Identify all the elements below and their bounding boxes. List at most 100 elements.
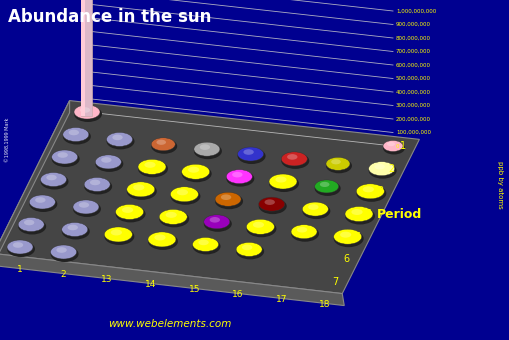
Ellipse shape xyxy=(374,164,384,169)
Ellipse shape xyxy=(192,237,218,251)
Ellipse shape xyxy=(209,217,219,223)
Ellipse shape xyxy=(275,176,286,183)
Ellipse shape xyxy=(344,206,372,221)
Ellipse shape xyxy=(236,242,262,256)
Ellipse shape xyxy=(200,144,210,150)
Text: 600,000,000: 600,000,000 xyxy=(395,63,430,68)
Text: 1,000,000,000: 1,000,000,000 xyxy=(395,8,435,14)
Ellipse shape xyxy=(13,242,23,248)
Ellipse shape xyxy=(287,154,297,160)
Ellipse shape xyxy=(51,150,77,164)
Text: 700,000,000: 700,000,000 xyxy=(395,49,430,54)
Ellipse shape xyxy=(333,229,361,244)
Ellipse shape xyxy=(330,159,340,164)
Ellipse shape xyxy=(106,132,132,147)
Ellipse shape xyxy=(170,187,198,202)
Ellipse shape xyxy=(215,193,243,209)
Ellipse shape xyxy=(291,225,317,239)
Ellipse shape xyxy=(127,182,155,197)
Text: 1: 1 xyxy=(399,141,405,151)
Ellipse shape xyxy=(79,107,90,113)
Ellipse shape xyxy=(104,228,134,245)
Ellipse shape xyxy=(46,175,56,180)
Ellipse shape xyxy=(368,163,396,178)
Ellipse shape xyxy=(192,238,220,254)
Ellipse shape xyxy=(95,156,123,172)
Ellipse shape xyxy=(215,192,241,206)
Ellipse shape xyxy=(264,199,274,205)
Ellipse shape xyxy=(296,227,306,233)
Ellipse shape xyxy=(63,128,89,141)
Ellipse shape xyxy=(307,204,318,210)
Ellipse shape xyxy=(281,152,307,166)
Ellipse shape xyxy=(226,171,254,187)
Ellipse shape xyxy=(237,148,265,164)
Ellipse shape xyxy=(90,180,100,185)
Ellipse shape xyxy=(30,195,55,209)
Ellipse shape xyxy=(333,230,363,247)
Text: Period: Period xyxy=(376,207,421,221)
Ellipse shape xyxy=(252,222,264,228)
Text: 400,000,000: 400,000,000 xyxy=(395,89,430,95)
Ellipse shape xyxy=(151,138,175,151)
Text: 1: 1 xyxy=(17,265,23,274)
Ellipse shape xyxy=(368,162,394,176)
Ellipse shape xyxy=(63,129,91,144)
Ellipse shape xyxy=(69,130,79,135)
Bar xyxy=(81,0,92,116)
Ellipse shape xyxy=(7,241,35,257)
Text: 3: 3 xyxy=(377,186,383,196)
Ellipse shape xyxy=(226,170,252,184)
Text: 2: 2 xyxy=(61,270,66,279)
Ellipse shape xyxy=(314,180,338,193)
Ellipse shape xyxy=(246,220,276,237)
Polygon shape xyxy=(0,101,418,293)
Ellipse shape xyxy=(116,205,145,222)
Ellipse shape xyxy=(67,225,78,230)
Ellipse shape xyxy=(74,105,100,119)
Ellipse shape xyxy=(116,204,144,219)
Ellipse shape xyxy=(165,212,177,218)
Ellipse shape xyxy=(78,202,89,208)
Ellipse shape xyxy=(181,165,211,182)
Ellipse shape xyxy=(62,223,90,239)
Ellipse shape xyxy=(56,247,67,253)
Ellipse shape xyxy=(204,215,230,229)
Text: ppb by atoms: ppb by atoms xyxy=(496,161,502,209)
Ellipse shape xyxy=(62,222,88,237)
Ellipse shape xyxy=(246,219,274,234)
Ellipse shape xyxy=(7,240,33,254)
Text: 800,000,000: 800,000,000 xyxy=(395,35,430,40)
Text: 5: 5 xyxy=(354,232,360,242)
Ellipse shape xyxy=(24,220,34,225)
Ellipse shape xyxy=(84,177,110,191)
Ellipse shape xyxy=(50,246,78,262)
Ellipse shape xyxy=(58,152,68,158)
Ellipse shape xyxy=(281,153,308,169)
Ellipse shape xyxy=(344,207,374,224)
Ellipse shape xyxy=(154,234,165,240)
Ellipse shape xyxy=(122,207,133,213)
Ellipse shape xyxy=(81,114,92,119)
Text: ©1998,1999 Mark: ©1998,1999 Mark xyxy=(5,118,10,162)
Text: 0: 0 xyxy=(395,143,399,149)
Ellipse shape xyxy=(319,182,329,187)
Ellipse shape xyxy=(151,139,177,154)
Text: 16: 16 xyxy=(232,290,243,299)
Ellipse shape xyxy=(112,135,123,140)
Ellipse shape xyxy=(314,181,340,196)
Text: www.webelements.com: www.webelements.com xyxy=(108,319,231,329)
Text: Abundance in the sun: Abundance in the sun xyxy=(8,8,211,26)
Ellipse shape xyxy=(133,184,144,190)
Ellipse shape xyxy=(325,158,351,173)
Ellipse shape xyxy=(291,226,319,242)
Ellipse shape xyxy=(73,200,99,214)
Ellipse shape xyxy=(73,201,101,217)
Ellipse shape xyxy=(138,159,165,174)
Ellipse shape xyxy=(325,157,349,170)
Ellipse shape xyxy=(236,243,264,259)
Text: 300,000,000: 300,000,000 xyxy=(395,103,430,108)
Ellipse shape xyxy=(18,218,44,232)
Ellipse shape xyxy=(159,209,187,224)
Ellipse shape xyxy=(356,185,386,202)
